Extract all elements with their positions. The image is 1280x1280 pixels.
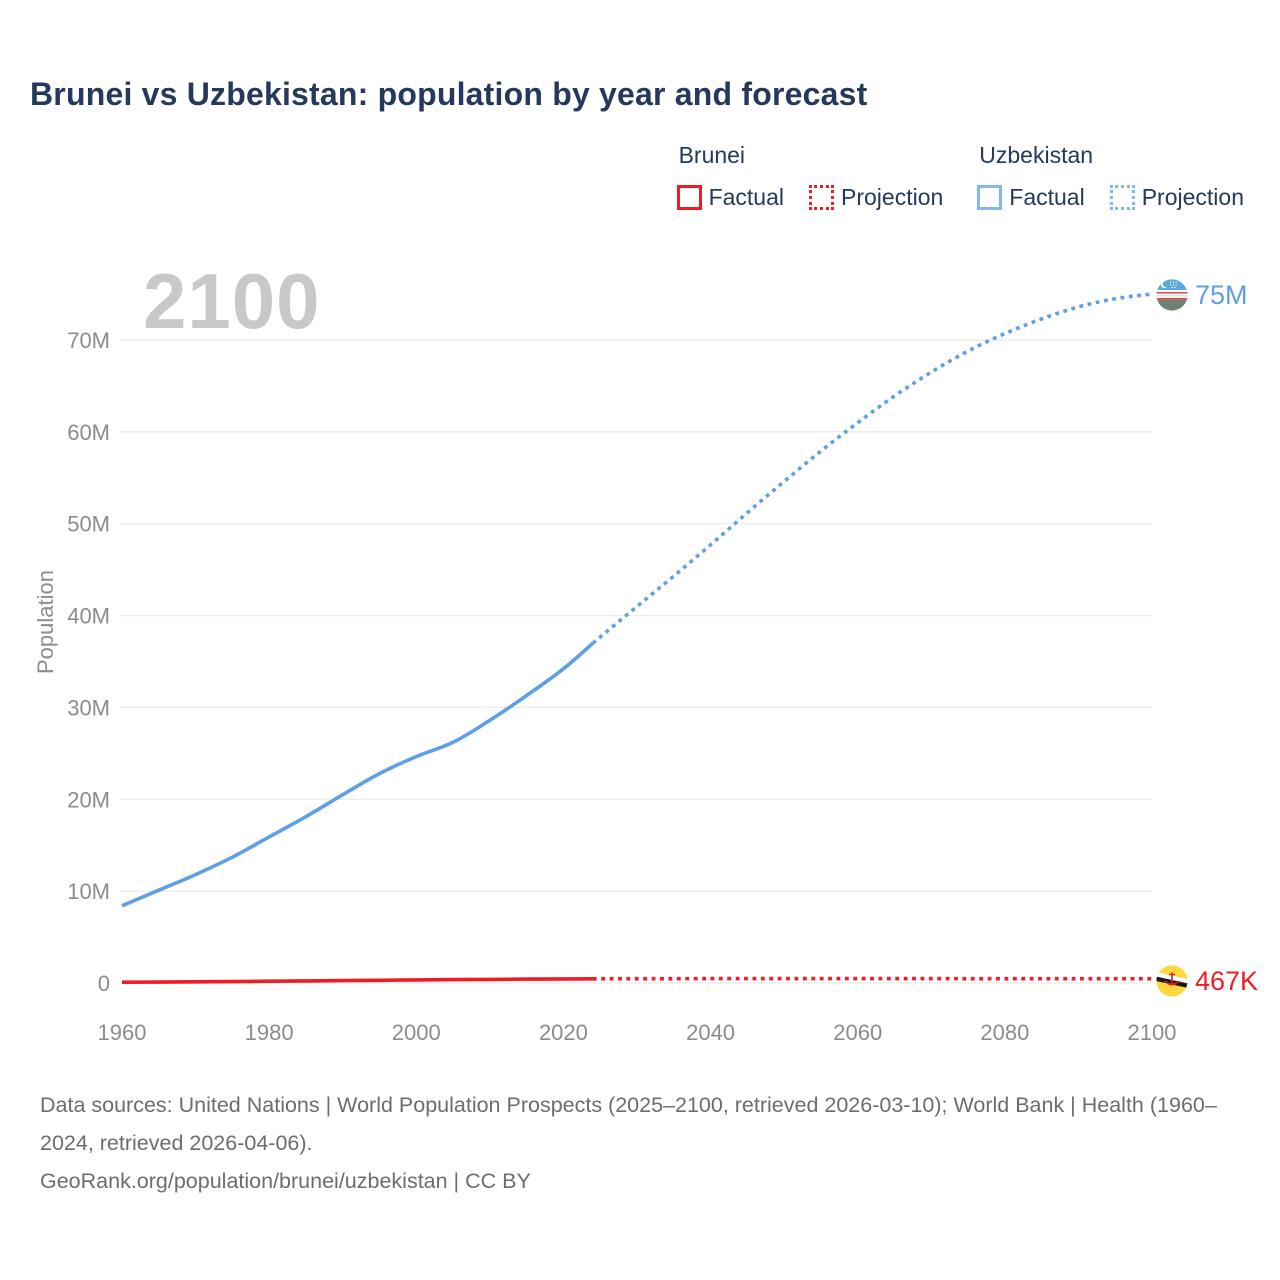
uzbekistan-end-value: 75M (1195, 279, 1248, 310)
x-tick-label: 2000 (392, 1020, 441, 1045)
y-tick-label: 20M (67, 787, 110, 812)
y-tick-label: 10M (67, 879, 110, 904)
y-tick-label: 50M (67, 512, 110, 537)
legend-uzbekistan-name: Uzbekistan (979, 142, 1094, 168)
x-tick-label: 1980 (245, 1020, 294, 1045)
uzbekistan-factual-swatch-icon[interactable] (977, 185, 1003, 210)
uzbekistan-factual-line[interactable] (121, 641, 595, 908)
brunei-factual-line[interactable] (121, 977, 593, 984)
brunei-projection-swatch-icon[interactable] (809, 185, 834, 210)
x-tick-label: 2060 (833, 1020, 882, 1045)
x-tick-label: 2100 (1128, 1020, 1177, 1045)
year-watermark: 2100 (143, 257, 321, 345)
x-tick-label: 2040 (686, 1020, 735, 1045)
uzbekistan-projection-label[interactable]: Projection (1141, 184, 1244, 210)
footer: Data sources: United Nations | World Pop… (40, 1086, 1240, 1200)
brunei-projection-label[interactable]: Projection (841, 184, 944, 210)
legend: Brunei Factual Projection Uzbekistan Fac… (676, 142, 1244, 211)
data-sources-text: Data sources: United Nations | World Pop… (40, 1093, 1217, 1155)
brunei-end-label: 467K (1156, 965, 1258, 997)
uzbekistan-projection-line[interactable] (591, 292, 1153, 645)
y-tick-label: 60M (67, 420, 110, 445)
y-axis-label: Population (33, 570, 58, 674)
y-tick-label: 40M (67, 604, 110, 629)
uzbekistan-end-label: 75M (1156, 279, 1248, 311)
attribution-link[interactable]: GeoRank.org/population/brunei/uzbekistan… (40, 1169, 531, 1193)
legend-group-brunei: Brunei Factual Projection (676, 142, 944, 211)
uzbekistan-factual-label[interactable]: Factual (1009, 184, 1085, 210)
brunei-end-value: 467K (1195, 965, 1259, 996)
y-tick-label: 70M (67, 328, 110, 353)
legend-brunei-name: Brunei (678, 142, 746, 168)
brunei-flag-icon (1156, 965, 1188, 997)
x-tick-label: 2020 (539, 1020, 588, 1045)
uzbekistan-projection-swatch-icon[interactable] (1109, 185, 1135, 210)
brunei-factual-swatch-icon[interactable] (676, 185, 702, 210)
page-title: Brunei vs Uzbekistan: population by year… (30, 76, 868, 112)
y-tick-label: 0 (98, 971, 110, 996)
brunei-factual-label[interactable]: Factual (708, 184, 784, 210)
legend-group-uzbekistan: Uzbekistan Factual Projection (977, 142, 1244, 211)
x-tick-label: 2080 (980, 1020, 1029, 1045)
y-tick-label: 30M (67, 695, 110, 720)
x-tick-label: 1960 (98, 1020, 147, 1045)
uzbekistan-flag-icon (1156, 279, 1188, 311)
